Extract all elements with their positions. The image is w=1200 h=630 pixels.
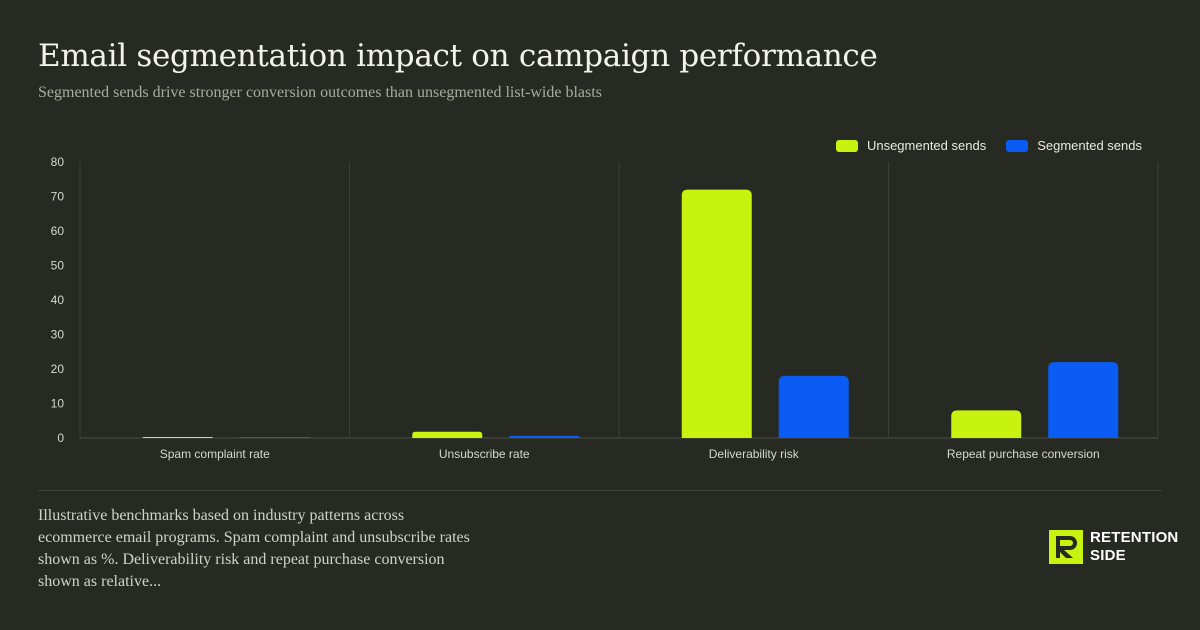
y-tick-label: 0 [57,431,64,445]
legend: Unsegmented sends Segmented sends [835,138,1142,153]
x-category-label: Deliverability risk [709,447,800,461]
logo-line-2: SIDE [1090,547,1126,564]
chart-title: Email segmentation impact on campaign pe… [38,38,878,74]
chart-subtitle: Segmented sends drive stronger conversio… [38,84,602,101]
x-category-label: Spam complaint rate [160,447,270,461]
logo-line-1: RETENTION [1090,529,1179,546]
y-tick-label: 80 [51,155,65,169]
logo-text: RETENTION SIDE [1090,529,1178,565]
bar-segmented [239,437,310,438]
bar-unsegmented [412,431,483,438]
legend-swatch-segmented [1006,139,1029,152]
bar-unsegmented [142,436,213,438]
y-tick-label: 10 [51,397,65,411]
legend-label-segmented: Segmented sends [1037,138,1142,153]
x-category-label: Unsubscribe rate [439,447,530,461]
y-tick-label: 40 [51,293,65,307]
legend-swatch-unsegmented [835,139,858,152]
bar-segmented [778,375,849,438]
y-tick-label: 50 [51,259,65,273]
y-tick-label: 70 [51,190,65,204]
y-tick-label: 30 [51,328,65,342]
y-tick-label: 60 [51,224,65,238]
y-tick-label: 20 [51,362,65,376]
brand-logo: RETENTION SIDE [1049,529,1178,565]
legend-label-unsegmented: Unsegmented sends [866,138,987,153]
legend-item-segmented: Segmented sends [1006,138,1142,153]
bar-unsegmented [681,189,752,438]
bar-segmented [509,435,580,438]
x-category-label: Repeat purchase conversion [947,447,1100,461]
bar-segmented [1048,362,1119,438]
footnote: Illustrative benchmarks based on industr… [38,507,470,590]
bar-chart: 0 10 20 30 40 50 60 70 80 Spam complaint rate Unsu… [51,155,1159,461]
footer-divider [38,490,1162,491]
bar-unsegmented [951,410,1022,438]
legend-item-unsegmented: Unsegmented sends [835,138,987,153]
retention-side-logo-icon [1049,530,1083,564]
